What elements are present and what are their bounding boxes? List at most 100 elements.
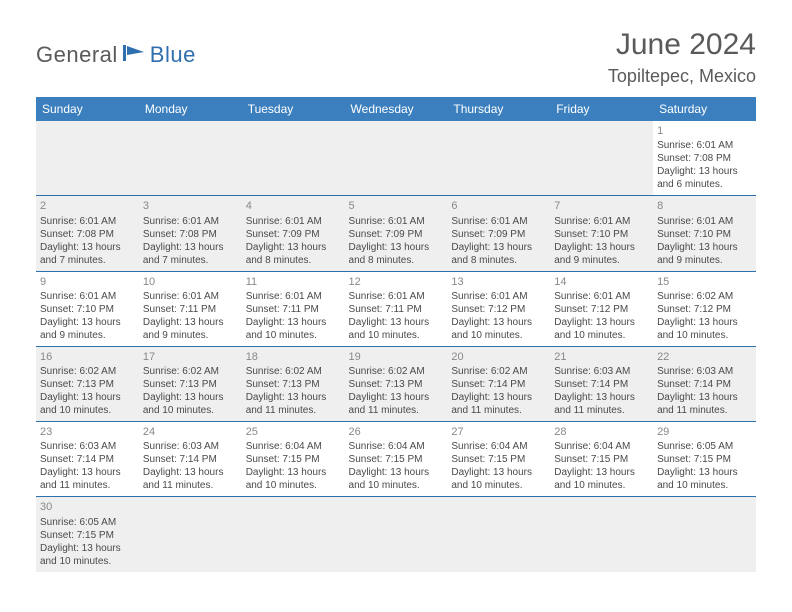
weekday-header: Thursday (447, 97, 550, 121)
daylight-text: and 8 minutes. (349, 254, 444, 267)
calendar-cell: 8 Sunrise: 6:01 AMSunset: 7:10 PMDaylight… (653, 196, 756, 271)
sunrise-text: Sunrise: 6:01 AM (657, 139, 752, 152)
sunrise-text: Sunrise: 6:02 AM (349, 365, 444, 378)
day-number: 25 (246, 425, 341, 439)
daylight-text: Daylight: 13 hours (246, 241, 341, 254)
daylight-text: Daylight: 13 hours (657, 466, 752, 479)
calendar-cell: 24Sunrise: 6:03 AMSunset: 7:14 PMDayligh… (139, 422, 242, 497)
sunrise-text: Sunrise: 6:01 AM (554, 290, 649, 303)
calendar-header-row: Sunday Monday Tuesday Wednesday Thursday… (36, 97, 756, 121)
calendar-cell: 22Sunrise: 6:03 AMSunset: 7:14 PMDayligh… (653, 346, 756, 421)
daylight-text: and 8 minutes. (451, 254, 546, 267)
calendar-cell: 5Sunrise: 6:01 AMSunset: 7:09 PMDaylight… (345, 196, 448, 271)
sunrise-text: Sunrise: 6:02 AM (246, 365, 341, 378)
flag-icon (122, 43, 148, 68)
calendar-cell: 20Sunrise: 6:02 AMSunset: 7:14 PMDayligh… (447, 346, 550, 421)
title-block: June 2024 Topiltepec, Mexico (608, 28, 756, 87)
calendar-page: General Blue June 2024 Topiltepec, Mexic… (0, 0, 792, 592)
daylight-text: Daylight: 13 hours (246, 316, 341, 329)
brand-part1: General (36, 42, 118, 68)
sunset-text: Sunset: 7:11 PM (246, 303, 341, 316)
daylight-text: and 11 minutes. (657, 404, 752, 417)
sunrise-text: Sunrise: 6:03 AM (554, 365, 649, 378)
calendar-cell: 25Sunrise: 6:04 AMSunset: 7:15 PMDayligh… (242, 422, 345, 497)
daylight-text: Daylight: 13 hours (143, 391, 238, 404)
calendar-cell: 9Sunrise: 6:01 AMSunset: 7:10 PMDaylight… (36, 271, 139, 346)
brand-logo: General Blue (36, 42, 196, 68)
daylight-text: and 10 minutes. (451, 329, 546, 342)
day-number: 18 (246, 350, 341, 364)
daylight-text: and 10 minutes. (246, 329, 341, 342)
sunrise-text: Sunrise: 6:01 AM (349, 290, 444, 303)
sunrise-text: Sunrise: 6:01 AM (657, 215, 752, 228)
calendar-cell (242, 497, 345, 572)
sunset-text: Sunset: 7:13 PM (143, 378, 238, 391)
daylight-text: Daylight: 13 hours (657, 391, 752, 404)
calendar-week-row: 9Sunrise: 6:01 AMSunset: 7:10 PMDaylight… (36, 271, 756, 346)
calendar-cell: 16Sunrise: 6:02 AMSunset: 7:13 PMDayligh… (36, 346, 139, 421)
daylight-text: Daylight: 13 hours (246, 391, 341, 404)
sunset-text: Sunset: 7:10 PM (657, 228, 752, 241)
day-number: 8 (657, 199, 752, 213)
sunrise-text: Sunrise: 6:01 AM (143, 215, 238, 228)
calendar-cell: 11Sunrise: 6:01 AMSunset: 7:11 PMDayligh… (242, 271, 345, 346)
calendar-cell: 12Sunrise: 6:01 AMSunset: 7:11 PMDayligh… (345, 271, 448, 346)
day-number: 22 (657, 350, 752, 364)
daylight-text: and 8 minutes. (246, 254, 341, 267)
day-number: 24 (143, 425, 238, 439)
sunset-text: Sunset: 7:09 PM (246, 228, 341, 241)
daylight-text: Daylight: 13 hours (657, 316, 752, 329)
day-number: 20 (451, 350, 546, 364)
sunset-text: Sunset: 7:14 PM (143, 453, 238, 466)
calendar-cell (242, 121, 345, 196)
day-number: 19 (349, 350, 444, 364)
daylight-text: and 10 minutes. (349, 329, 444, 342)
day-number: 5 (349, 199, 444, 213)
daylight-text: Daylight: 13 hours (451, 316, 546, 329)
calendar-cell: 19Sunrise: 6:02 AMSunset: 7:13 PMDayligh… (345, 346, 448, 421)
sunset-text: Sunset: 7:12 PM (657, 303, 752, 316)
calendar-cell: 13Sunrise: 6:01 AMSunset: 7:12 PMDayligh… (447, 271, 550, 346)
daylight-text: and 9 minutes. (554, 254, 649, 267)
sunrise-text: Sunrise: 6:01 AM (451, 290, 546, 303)
sunset-text: Sunset: 7:14 PM (40, 453, 135, 466)
sunset-text: Sunset: 7:15 PM (40, 529, 135, 542)
sunset-text: Sunset: 7:14 PM (657, 378, 752, 391)
day-number: 21 (554, 350, 649, 364)
daylight-text: Daylight: 13 hours (349, 316, 444, 329)
sunset-text: Sunset: 7:15 PM (657, 453, 752, 466)
daylight-text: Daylight: 13 hours (451, 466, 546, 479)
day-number: 7 (554, 199, 649, 213)
calendar-cell: 6Sunrise: 6:01 AMSunset: 7:09 PMDaylight… (447, 196, 550, 271)
sunrise-text: Sunrise: 6:01 AM (40, 215, 135, 228)
daylight-text: and 9 minutes. (657, 254, 752, 267)
sunset-text: Sunset: 7:09 PM (451, 228, 546, 241)
calendar-cell (447, 121, 550, 196)
weekday-header: Wednesday (345, 97, 448, 121)
calendar-cell (345, 497, 448, 572)
day-number: 6 (451, 199, 546, 213)
sunrise-text: Sunrise: 6:02 AM (657, 290, 752, 303)
daylight-text: and 6 minutes. (657, 178, 752, 191)
daylight-text: Daylight: 13 hours (143, 241, 238, 254)
day-number: 23 (40, 425, 135, 439)
calendar-cell: 14Sunrise: 6:01 AMSunset: 7:12 PMDayligh… (550, 271, 653, 346)
day-number: 17 (143, 350, 238, 364)
calendar-week-row: 1Sunrise: 6:01 AMSunset: 7:08 PMDaylight… (36, 121, 756, 196)
calendar-week-row: 23Sunrise: 6:03 AMSunset: 7:14 PMDayligh… (36, 422, 756, 497)
sunrise-text: Sunrise: 6:01 AM (40, 290, 135, 303)
sunrise-text: Sunrise: 6:03 AM (657, 365, 752, 378)
daylight-text: Daylight: 13 hours (657, 241, 752, 254)
daylight-text: Daylight: 13 hours (40, 241, 135, 254)
day-number: 27 (451, 425, 546, 439)
sunrise-text: Sunrise: 6:04 AM (554, 440, 649, 453)
sunset-text: Sunset: 7:15 PM (246, 453, 341, 466)
sunset-text: Sunset: 7:14 PM (554, 378, 649, 391)
sunrise-text: Sunrise: 6:01 AM (246, 290, 341, 303)
page-header: General Blue June 2024 Topiltepec, Mexic… (36, 28, 756, 87)
calendar-week-row: 30Sunrise: 6:05 AMSunset: 7:15 PMDayligh… (36, 497, 756, 572)
calendar-cell: 4Sunrise: 6:01 AMSunset: 7:09 PMDaylight… (242, 196, 345, 271)
sunset-text: Sunset: 7:15 PM (554, 453, 649, 466)
sunset-text: Sunset: 7:10 PM (40, 303, 135, 316)
day-number: 2 (40, 199, 135, 213)
